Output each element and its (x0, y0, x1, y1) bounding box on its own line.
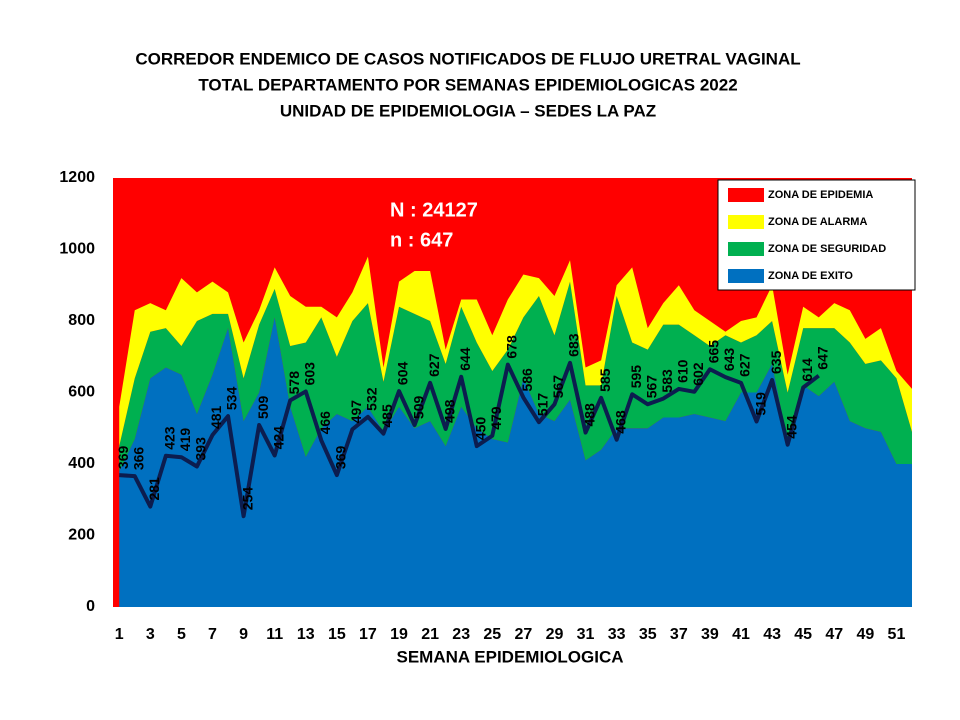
annotation: N : 24127 (390, 199, 478, 221)
data-label: 450 (472, 417, 488, 441)
data-label: 610 (675, 359, 691, 383)
y-tick-label: 600 (68, 384, 95, 401)
legend-swatch (728, 188, 764, 202)
x-tick-label: 5 (177, 626, 186, 643)
data-label: 627 (737, 353, 753, 377)
data-label: 583 (659, 369, 675, 393)
data-label: 468 (612, 410, 628, 434)
data-label: 602 (690, 362, 706, 386)
y-tick-label: 400 (68, 455, 95, 472)
x-tick-label: 45 (794, 626, 812, 643)
data-label: 281 (146, 477, 162, 501)
data-label: 678 (504, 335, 520, 359)
annotation: n : 647 (390, 229, 453, 251)
data-label: 567 (643, 375, 659, 399)
data-label: 369 (115, 446, 131, 470)
data-label: 254 (239, 487, 255, 511)
data-label: 481 (208, 405, 224, 429)
legend-label: ZONA DE EXITO (768, 270, 853, 282)
data-label: 366 (130, 447, 146, 471)
data-label: 578 (286, 371, 302, 395)
x-tick-label: 51 (888, 626, 906, 643)
x-tick-label: 43 (763, 626, 781, 643)
x-tick-label: 1 (115, 626, 124, 643)
area (119, 317, 912, 607)
chart-title: CORREDOR ENDEMICO DE CASOS NOTIFICADOS D… (135, 49, 800, 68)
x-tick-label: 29 (546, 626, 564, 643)
x-tick-label: 25 (483, 626, 501, 643)
data-label: 424 (270, 426, 286, 450)
legend-label: ZONA DE SEGURIDAD (768, 243, 886, 255)
data-label: 603 (301, 362, 317, 386)
y-tick-label: 0 (86, 598, 95, 615)
data-label: 369 (333, 446, 349, 470)
x-tick-label: 33 (608, 626, 626, 643)
x-tick-label: 13 (297, 626, 315, 643)
y-tick-label: 800 (68, 312, 95, 329)
data-label: 567 (550, 375, 566, 399)
x-tick-label: 37 (670, 626, 688, 643)
x-tick-label: 47 (825, 626, 843, 643)
x-tick-label: 7 (208, 626, 217, 643)
data-label: 635 (768, 350, 784, 374)
data-label: 479 (488, 406, 504, 430)
legend-label: ZONA DE EPIDEMIA (768, 189, 873, 201)
x-tick-label: 31 (577, 626, 595, 643)
data-label: 454 (783, 415, 799, 439)
data-label: 485 (379, 404, 395, 428)
x-tick-label: 41 (732, 626, 750, 643)
data-label: 595 (628, 365, 644, 389)
data-label: 627 (426, 353, 442, 377)
x-tick-label: 3 (146, 626, 155, 643)
data-label: 423 (162, 426, 178, 450)
data-label: 665 (706, 340, 722, 364)
line (119, 360, 820, 519)
x-tick-label: 11 (266, 626, 283, 643)
data-label: 683 (566, 333, 582, 357)
data-label: 517 (535, 393, 551, 417)
legend-swatch (728, 269, 764, 283)
chart-title: UNIDAD DE EPIDEMIOLOGIA – SEDES LA PAZ (280, 101, 656, 120)
x-axis-label: SEMANA EPIDEMIOLOGICA (397, 647, 624, 666)
x-tick-label: 39 (701, 626, 719, 643)
data-label: 509 (410, 395, 426, 419)
area (119, 256, 912, 447)
x-tick-label: 9 (239, 626, 248, 643)
data-label: 644 (457, 347, 473, 371)
x-tick-label: 19 (390, 626, 408, 643)
x-tick-label: 23 (452, 626, 470, 643)
data-label: 614 (799, 358, 815, 382)
data-label: 532 (364, 387, 380, 411)
y-tick-label: 1200 (59, 169, 95, 186)
data-label: 466 (317, 411, 333, 435)
data-label: 419 (177, 428, 193, 452)
data-label: 586 (519, 368, 535, 392)
data-label: 519 (752, 392, 768, 416)
x-tick-label: 27 (514, 626, 532, 643)
y-tick-label: 1000 (59, 241, 95, 258)
legend-label: ZONA DE ALARMA (768, 216, 867, 228)
y-tick-label: 200 (68, 527, 95, 544)
data-label: 534 (224, 387, 240, 411)
x-tick-label: 21 (421, 626, 439, 643)
data-label: 647 (814, 346, 830, 370)
data-label: 497 (348, 400, 364, 424)
data-label: 509 (255, 395, 271, 419)
x-tick-label: 15 (328, 626, 346, 643)
legend-swatch (728, 215, 764, 229)
x-tick-label: 35 (639, 626, 657, 643)
data-label: 604 (395, 361, 411, 385)
legend-swatch (728, 242, 764, 256)
x-tick-label: 49 (856, 626, 874, 643)
data-label: 393 (193, 437, 209, 461)
chart-title: TOTAL DEPARTAMENTO POR SEMANAS EPIDEMIOL… (198, 75, 737, 94)
x-tick-label: 17 (359, 626, 377, 643)
data-label: 643 (721, 348, 737, 372)
data-label: 488 (581, 403, 597, 427)
data-label: 585 (597, 368, 613, 392)
data-label: 498 (441, 399, 457, 423)
